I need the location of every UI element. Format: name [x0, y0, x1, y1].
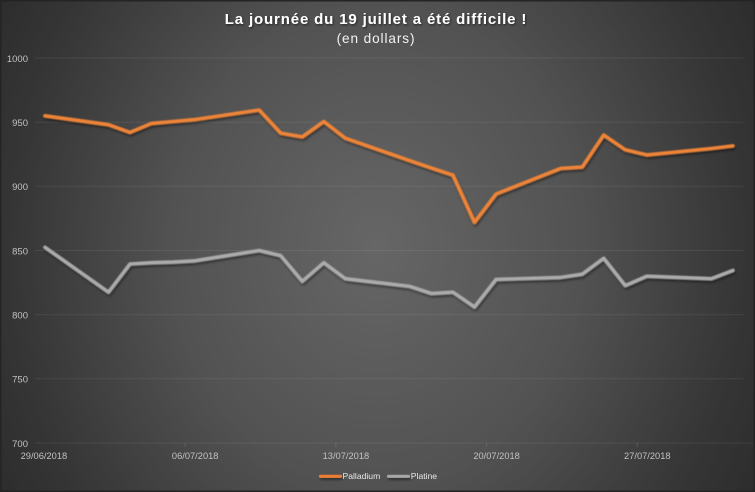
svg-text:20/07/2018: 20/07/2018 [473, 451, 520, 461]
svg-text:Platine: Platine [411, 471, 437, 481]
svg-text:900: 900 [12, 182, 28, 193]
svg-text:950: 950 [12, 118, 28, 129]
svg-text:13/07/2018: 13/07/2018 [323, 451, 370, 461]
svg-text:Palladium: Palladium [343, 471, 381, 481]
svg-text:750: 750 [12, 375, 28, 386]
svg-text:06/07/2018: 06/07/2018 [172, 451, 219, 461]
svg-text:800: 800 [12, 311, 28, 322]
svg-text:La journée du 19 juillet a été: La journée du 19 juillet a été difficile… [225, 11, 527, 28]
svg-text:27/07/2018: 27/07/2018 [624, 451, 671, 461]
svg-text:850: 850 [12, 246, 28, 257]
svg-text:1000: 1000 [7, 54, 28, 65]
svg-text:29/06/2018: 29/06/2018 [21, 451, 68, 461]
svg-text:700: 700 [12, 439, 28, 450]
svg-text:(en dollars): (en dollars) [337, 31, 416, 46]
